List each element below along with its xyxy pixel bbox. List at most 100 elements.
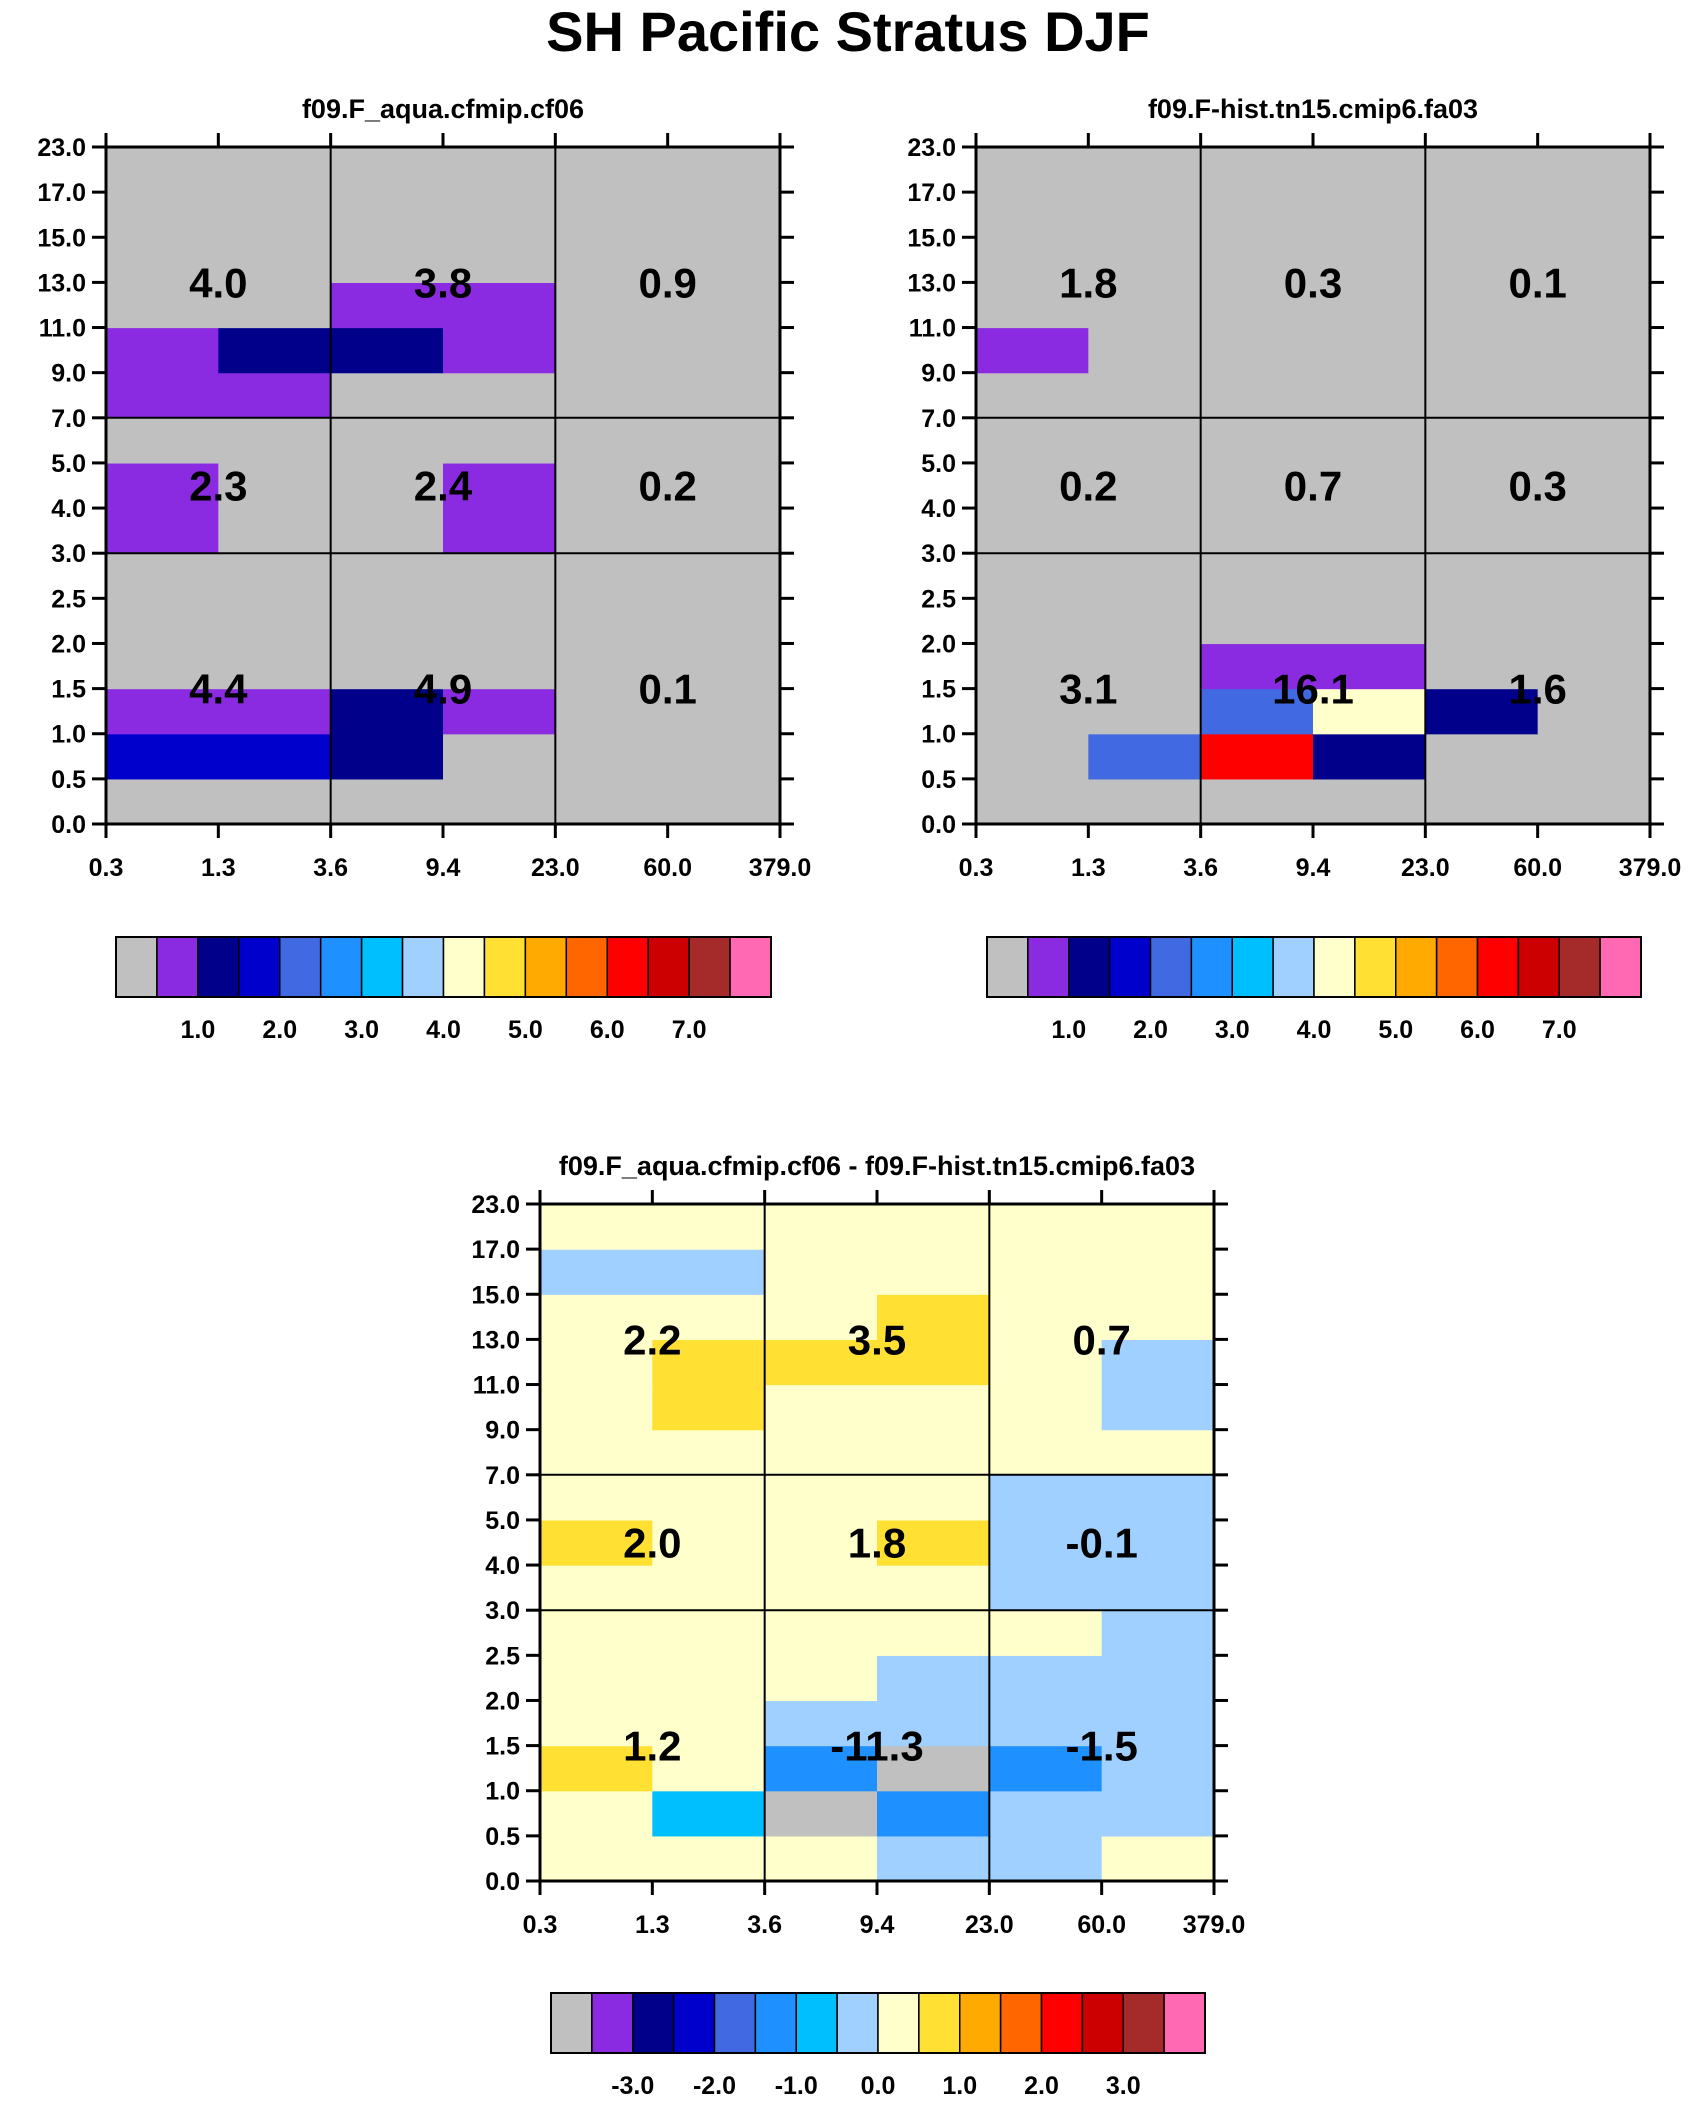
- heatmap-cell: [667, 327, 781, 374]
- colorbar-swatch: [877, 1992, 920, 2054]
- heatmap-cell: [667, 733, 781, 780]
- box-value-label: 16.1: [1272, 666, 1354, 713]
- heatmap-cell: [877, 1339, 990, 1386]
- heatmap-cell: [989, 1655, 1103, 1702]
- colorbar-swatch: [1599, 936, 1642, 998]
- heatmap-cell: [540, 1294, 653, 1340]
- y-tick-label: 1.0: [485, 1778, 520, 1806]
- heatmap-cell: [330, 282, 444, 329]
- heatmap-cell: [652, 1655, 766, 1702]
- heatmap-cell: [1088, 598, 1202, 645]
- heatmap-cell: [1200, 147, 1314, 193]
- colorbar-swatch: [401, 936, 445, 998]
- heatmap-cell: [540, 1700, 653, 1747]
- heatmap-cell: [1537, 462, 1651, 509]
- heatmap-cell: [976, 643, 1089, 690]
- heatmap-cell: [106, 282, 219, 329]
- heatmap-cell: [976, 778, 1089, 825]
- box-value-label: 1.8: [848, 1520, 906, 1567]
- heatmap-cell: [218, 778, 332, 825]
- heatmap-cell: [1101, 1384, 1215, 1431]
- heatmap-cell: [1200, 237, 1314, 283]
- y-tick-label: 0.5: [921, 766, 956, 794]
- box-value-label: 0.2: [638, 463, 696, 510]
- x-tick-label: 60.0: [1513, 854, 1562, 882]
- y-tick-label: 7.0: [51, 405, 86, 433]
- colorbar-swatch: [795, 1992, 838, 2054]
- heatmap-cell: [555, 237, 669, 283]
- panel-3: f09.F_aqua.cfmip.cf06 - f09.F-hist.tn15.…: [471, 1151, 1245, 2100]
- heatmap-cell: [877, 1429, 990, 1476]
- panel-1: f09.F_aqua.cfmip.cf06 0.0 0.5 1.0 1.5 2.0 2.5 3…: [37, 94, 811, 1044]
- heatmap-cell: [1537, 147, 1651, 193]
- colorbar-swatch: [1354, 936, 1397, 998]
- y-tick-label: 2.5: [921, 585, 956, 613]
- heatmap-cell: [1200, 508, 1314, 554]
- heatmap-cell: [555, 462, 669, 509]
- heatmap-cell: [1313, 643, 1426, 690]
- heatmap-cell: [652, 1474, 766, 1521]
- heatmap-cell: [330, 237, 444, 283]
- colorbar-swatch: [483, 936, 527, 998]
- heatmap-cell: [106, 417, 219, 464]
- heatmap-cell: [1200, 462, 1314, 509]
- colorbar-swatch: [1272, 936, 1315, 998]
- y-tick-label: 23.0: [37, 134, 86, 162]
- heatmap-cell: [1088, 462, 1202, 509]
- heatmap-cell: [106, 643, 219, 690]
- colorbar-swatch: [918, 1992, 961, 2054]
- y-tick-label: 11.0: [473, 1372, 520, 1400]
- heatmap-cell: [218, 553, 332, 599]
- heatmap-cell: [989, 1565, 1103, 1611]
- heatmap-cell: [443, 733, 556, 780]
- y-tick-label: 5.0: [51, 450, 86, 478]
- heatmap-cell: [1537, 778, 1651, 825]
- heatmap-cell: [667, 237, 781, 283]
- x-tick-label: 23.0: [531, 854, 580, 882]
- heatmap-cell: [218, 688, 332, 735]
- heatmap-cell: [976, 372, 1089, 419]
- y-tick-label: 15.0: [37, 224, 86, 252]
- heatmap-cell: [877, 1655, 990, 1702]
- heatmap-cell: [540, 1384, 653, 1431]
- heatmap-cell: [106, 462, 219, 509]
- heatmap-cell: [555, 372, 669, 419]
- colorbar-swatch: [1476, 936, 1520, 998]
- heatmap-cell: [1200, 192, 1314, 238]
- colorbar-label: 4.0: [1297, 1016, 1332, 1044]
- heatmap-cell: [1425, 688, 1539, 735]
- heatmap-cell: [1537, 372, 1651, 419]
- heatmap-cell: [976, 598, 1089, 645]
- heatmap-cell: [1313, 733, 1426, 780]
- heatmap-cell: [1088, 553, 1202, 599]
- heatmap-cell: [1425, 598, 1539, 645]
- heatmap-cell: [667, 462, 781, 509]
- y-tick-label: 17.0: [37, 179, 86, 207]
- heatmap-cell: [1537, 643, 1651, 690]
- heatmap-cell: [1101, 1519, 1215, 1566]
- heatmap-cell: [976, 417, 1089, 464]
- colorbar-swatch: [1040, 1992, 1084, 2054]
- y-tick-label: 0.0: [51, 811, 86, 839]
- heatmap-cell: [989, 1790, 1103, 1837]
- heatmap-cell: [652, 1249, 766, 1295]
- heatmap-cell: [652, 1835, 766, 1882]
- heatmap-cell: [1313, 553, 1426, 599]
- heatmap-cell: [989, 1384, 1103, 1431]
- heatmap-cell: [976, 508, 1089, 554]
- heatmap-cell: [106, 778, 219, 825]
- heatmap-cell: [976, 192, 1089, 238]
- heatmap-cell: [1313, 417, 1426, 464]
- heatmap-cell: [989, 1474, 1103, 1521]
- box-value-label: 0.1: [1508, 259, 1566, 306]
- y-tick-label: 5.0: [921, 450, 956, 478]
- colorbar-swatch: [713, 1992, 757, 2054]
- x-tick-label: 60.0: [643, 854, 692, 882]
- heatmap-cell: [1200, 733, 1314, 780]
- x-tick-label: 9.4: [860, 1911, 895, 1939]
- x-tick-label: 379.0: [1619, 854, 1682, 882]
- heatmap-cell: [1425, 733, 1539, 780]
- heatmap-cell: [1088, 372, 1202, 419]
- y-tick-label: 1.5: [921, 676, 956, 704]
